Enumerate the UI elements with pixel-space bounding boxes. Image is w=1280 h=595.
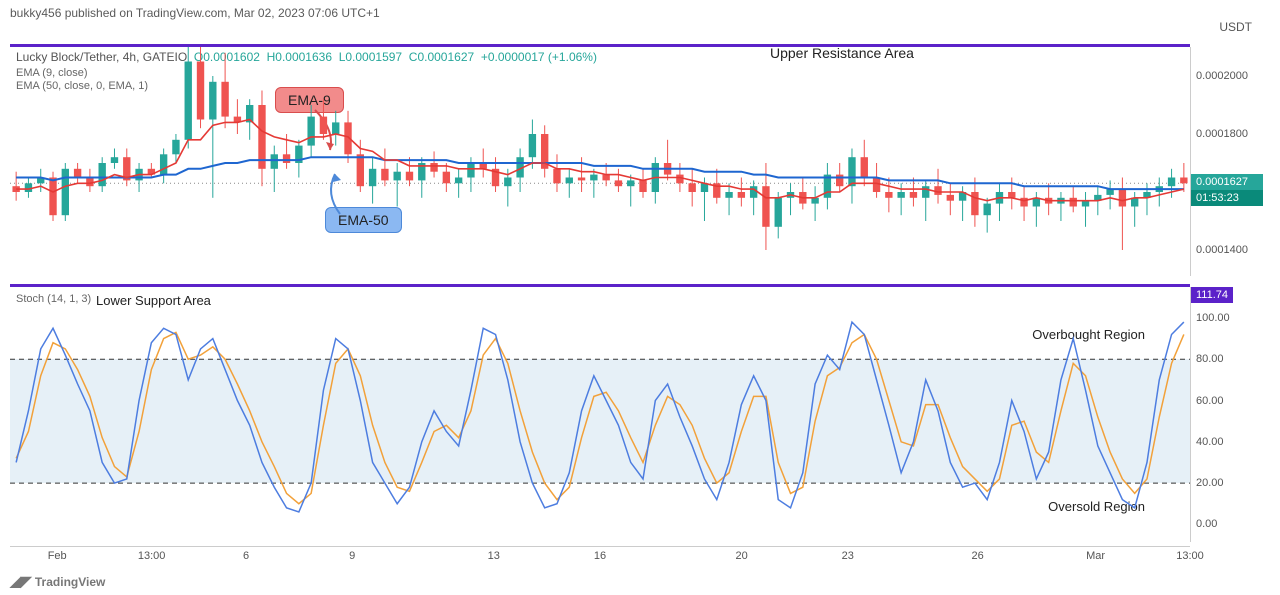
time-tick: 26 (971, 550, 983, 562)
price-panel[interactable]: Lucky Block/Tether, 4h, GATEIO O0.000160… (10, 44, 1190, 276)
price-chart-svg (10, 47, 1190, 279)
stoch-panel[interactable]: Stoch (14, 1, 3) Lower Support Area Over… (10, 284, 1190, 542)
price-tick: 0.0001800 (1196, 128, 1248, 140)
quote-currency: USDT (1219, 20, 1252, 34)
stoch-y-axis: 0.00 20.00 40.00 60.00 80.00 100.00 111.74 (1190, 287, 1265, 542)
tradingview-logo: ◢◤ TradingView (10, 573, 105, 590)
time-tick: Feb (48, 550, 67, 562)
time-tick: 13:00 (138, 550, 166, 562)
stoch-chart-svg (10, 287, 1190, 545)
time-tick: 6 (243, 550, 249, 562)
time-tick: 9 (349, 550, 355, 562)
publish-header: bukky456 published on TradingView.com, M… (0, 0, 1280, 26)
time-tick: 13 (488, 550, 500, 562)
time-axis: Feb13:00691316202326Mar13:00 (10, 546, 1190, 566)
stoch-value-badge: 111.74 (1191, 287, 1233, 303)
time-tick: 20 (735, 550, 747, 562)
price-tick: 0.0002000 (1196, 70, 1248, 82)
time-tick: 16 (594, 550, 606, 562)
current-price-badge: 0.0001627 (1191, 174, 1263, 190)
chart-area: Lucky Block/Tether, 4h, GATEIO O0.000160… (10, 26, 1200, 586)
price-y-axis: 0.0001400 0.0001800 0.0002000 0.000162701:5… (1190, 47, 1265, 276)
time-tick: Mar (1086, 550, 1105, 562)
stoch-tick: 60.00 (1196, 395, 1224, 407)
time-tick: 13:00 (1176, 550, 1204, 562)
stoch-tick: 80.00 (1196, 353, 1224, 365)
stoch-tick: 40.00 (1196, 436, 1224, 448)
countdown-badge: 01:53:23 (1191, 190, 1263, 206)
stoch-tick: 100.00 (1196, 312, 1230, 324)
stoch-tick: 20.00 (1196, 477, 1224, 489)
stoch-tick: 0.00 (1196, 518, 1217, 530)
time-tick: 23 (842, 550, 854, 562)
price-tick: 0.0001400 (1196, 244, 1248, 256)
